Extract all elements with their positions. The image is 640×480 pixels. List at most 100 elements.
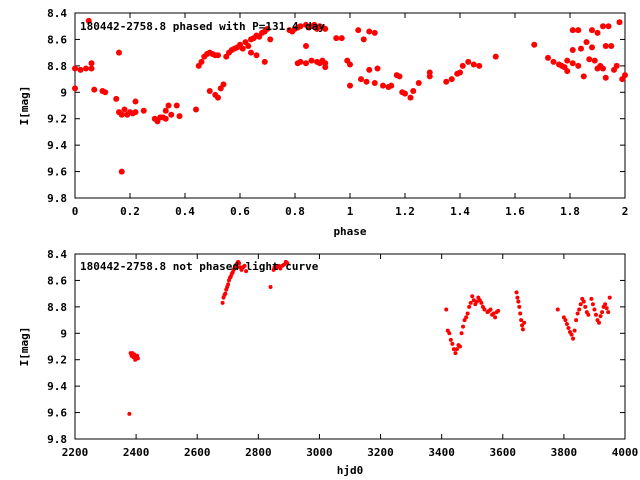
phased-data-point [492, 53, 499, 60]
unphased-light-curve-panel: 2200 2400 2600 2800 3000 3200 3400 3600 3800 4000… [18, 248, 638, 477]
unphased-data-point [447, 331, 452, 336]
phased-data-point [371, 80, 378, 87]
unphased-data-point [482, 307, 487, 312]
phased-data-point [118, 111, 125, 118]
phased-plot-frame [74, 12, 626, 199]
phased-data-point [102, 89, 109, 96]
phased-data-point [602, 43, 609, 50]
phased-data-point [583, 39, 590, 46]
phased-data-point [83, 65, 89, 72]
unphased-y-tick-label: 9.8 [47, 433, 67, 446]
phased-data-point [589, 27, 595, 34]
unphased-data-point [444, 307, 449, 312]
phased-data-point [600, 65, 606, 72]
phased-data-point [198, 58, 205, 65]
phased-data-point [77, 66, 84, 73]
phased-data-point [253, 52, 260, 59]
phased-y-tick-label: 9.6 [47, 166, 67, 179]
unphased-data-point [514, 290, 519, 295]
unphased-y-tick-label: 8.8 [47, 301, 67, 314]
unphased-chart-title: 180442-2758.8 not phased light curve [80, 260, 319, 273]
phased-data-point [402, 90, 408, 97]
phased-data-point [380, 82, 386, 89]
phased-data-point [374, 65, 381, 72]
unphased-data-point [606, 310, 611, 315]
phased-data-point [162, 107, 169, 114]
phased-data-point [366, 66, 373, 73]
phased-data-point [575, 62, 582, 69]
unphased-y-tick-label: 9 [60, 327, 67, 340]
unphased-x-tick-label: 4000 [612, 446, 639, 459]
phased-y-tick-label: 8.4 [47, 7, 67, 20]
unphased-x-tick-label: 3800 [551, 446, 578, 459]
phased-data-point [459, 62, 466, 69]
unphased-data-point [564, 322, 569, 327]
phased-x-tick-label: 0.8 [285, 205, 305, 218]
phased-light-curve-panel: 0 0.2 0.4 0.6 0.8 1 1.2 1.4 1.6 1.8 2 8.4 8.6 8.8 9 9.2… [18, 7, 628, 238]
unphased-data-point [597, 320, 602, 325]
unphased-data-point [575, 311, 580, 316]
unphased-data-point [515, 295, 520, 300]
phased-data-point [88, 60, 95, 67]
unphased-data-point [516, 299, 521, 304]
phased-data-point [333, 35, 340, 42]
phased-data-point [608, 43, 615, 50]
unphased-data-point [592, 307, 597, 312]
phased-data-point [322, 64, 329, 71]
phased-x-tick-label: 0.6 [230, 205, 250, 218]
unphased-data-point [577, 307, 582, 312]
unphased-data-point [604, 306, 609, 311]
unphased-data-point [471, 298, 476, 303]
phased-x-tick-label: 1.2 [395, 205, 415, 218]
unphased-x-tick-label: 2800 [245, 446, 272, 459]
unphased-data-point [571, 336, 576, 341]
phased-y-tick-label: 9.2 [47, 113, 67, 126]
phased-data-point [476, 62, 483, 69]
unphased-data-point [491, 311, 496, 316]
unphased-y-axis-label: I[mag] [18, 327, 31, 367]
unphased-data-point [454, 347, 459, 352]
phased-data-point [72, 65, 78, 72]
phased-data-point [366, 28, 373, 35]
phased-data-point [622, 72, 628, 79]
unphased-data-point [589, 296, 594, 301]
phased-y-tick-label: 9.8 [47, 192, 67, 205]
unphased-y-tick-label: 9.6 [47, 407, 67, 420]
unphased-data-point [220, 300, 225, 305]
unphased-data-point [555, 307, 560, 312]
phased-data-point [132, 98, 139, 105]
unphased-data-point [223, 291, 228, 296]
phased-y-tick-label: 8.8 [47, 60, 67, 73]
phased-data-point [91, 86, 98, 93]
unphased-data-point [518, 311, 523, 316]
phased-data-point [360, 36, 367, 43]
phased-data-point [569, 47, 576, 53]
unphased-data-point [600, 310, 605, 315]
phased-data-point [358, 76, 364, 83]
phased-data-point [297, 58, 304, 65]
phased-data-point [215, 52, 221, 59]
phased-data-point [113, 95, 120, 102]
unphased-data-point [450, 341, 455, 346]
phased-data-point [564, 68, 571, 75]
unphased-data-point [285, 261, 290, 266]
phased-x-tick-label: 1 [347, 205, 354, 218]
unphased-data-point [244, 269, 249, 274]
phased-x-tick-label: 0.2 [120, 205, 140, 218]
unphased-x-tick-label: 3000 [306, 446, 333, 459]
phased-data-point [176, 113, 183, 120]
unphased-data-point [268, 285, 273, 290]
unphased-data-point [593, 312, 598, 317]
phased-data-point [388, 82, 395, 89]
phased-data-point [594, 29, 601, 36]
unphased-data-point [572, 328, 577, 333]
unphased-data-point [586, 312, 591, 317]
unphased-data-point [465, 311, 470, 316]
unphased-x-tick-label: 3200 [367, 446, 394, 459]
unphased-y-tick-label: 9.4 [47, 380, 67, 393]
phased-data-point [616, 19, 623, 26]
unphased-data-point [451, 347, 456, 352]
unphased-data-point [464, 315, 469, 320]
unphased-data-point [479, 300, 484, 305]
